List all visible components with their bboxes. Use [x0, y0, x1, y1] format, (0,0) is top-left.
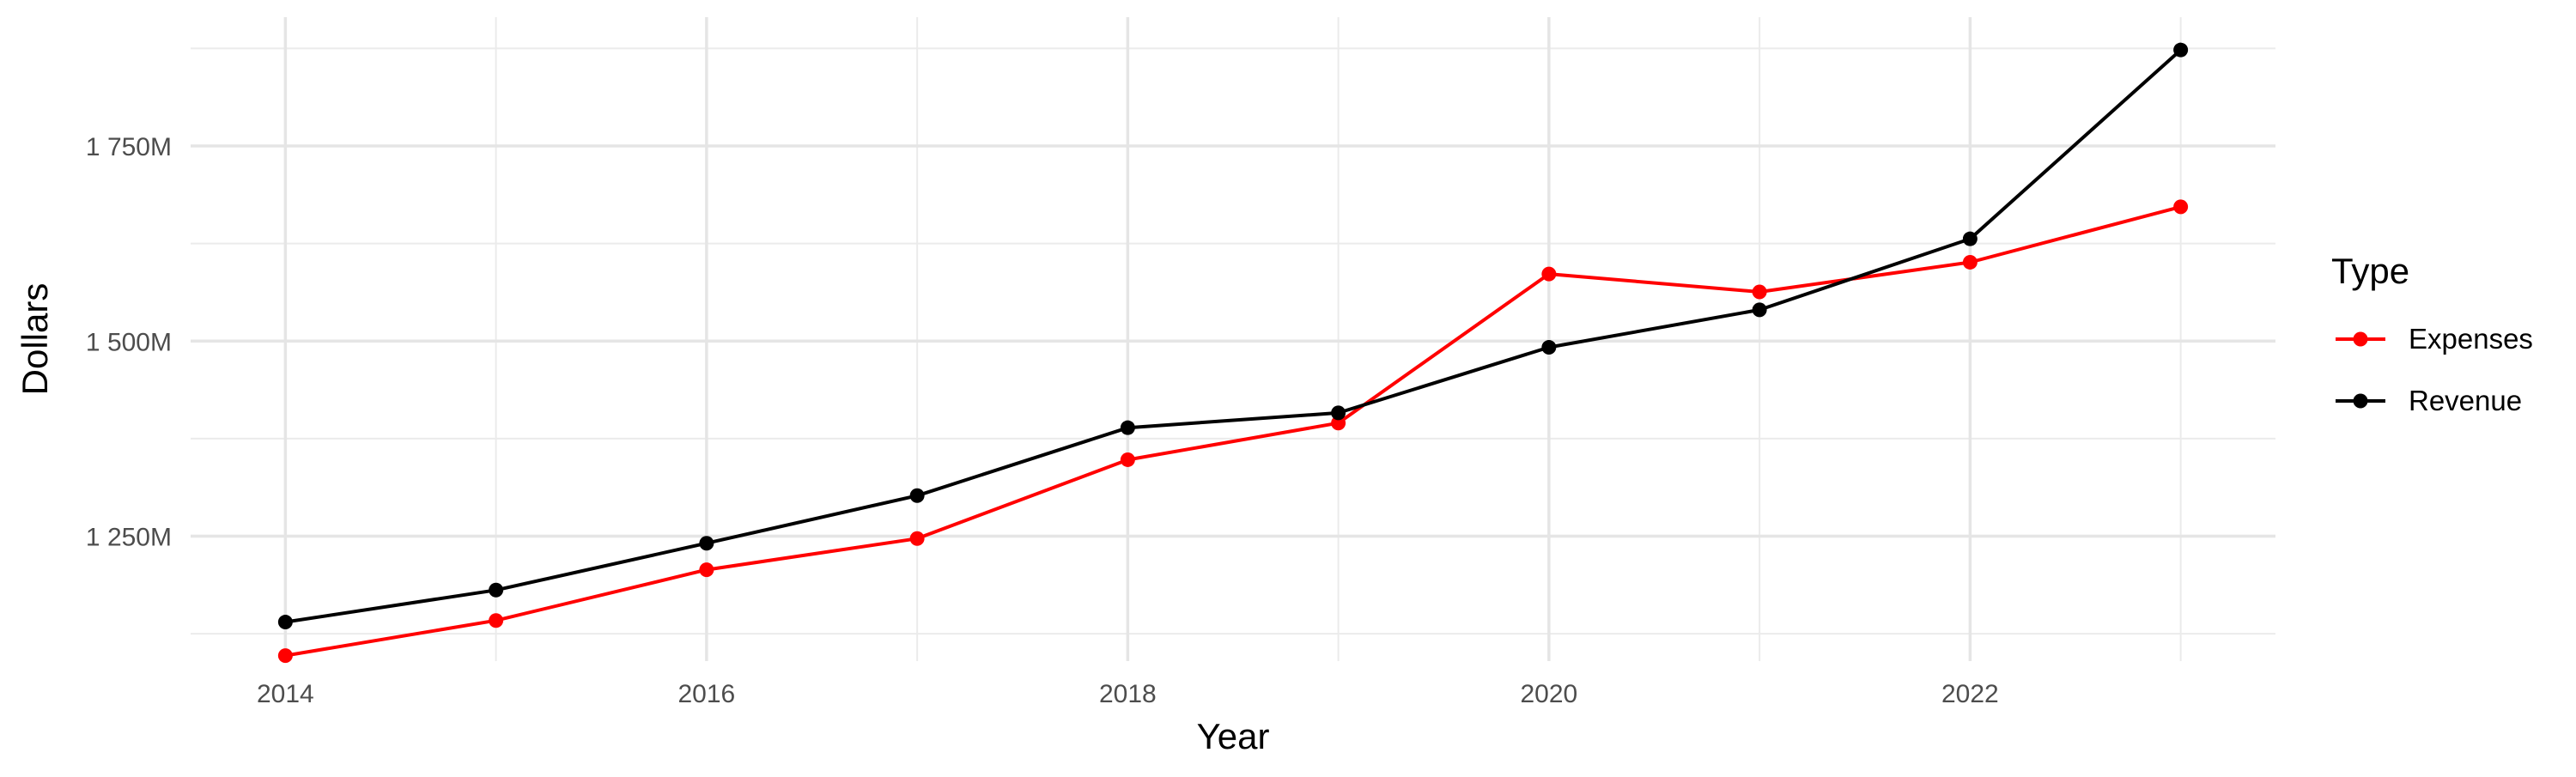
data-point-revenue — [699, 536, 714, 551]
data-point-expenses — [277, 648, 293, 664]
y-tick-label: 1 250M — [86, 524, 172, 552]
data-point-expenses — [1331, 416, 1346, 431]
x-tick-label: 2014 — [257, 680, 314, 708]
data-point-expenses — [699, 562, 714, 578]
x-axis-title: Year — [1197, 716, 1270, 756]
series-expenses — [277, 199, 2189, 664]
data-point-revenue — [1962, 231, 1978, 246]
y-axis-title: Dollars — [15, 283, 55, 396]
series-layer — [277, 42, 2189, 664]
data-point-expenses — [1120, 452, 1135, 467]
data-point-expenses — [909, 531, 925, 546]
data-point-revenue — [489, 582, 504, 598]
data-point-revenue — [1120, 420, 1135, 435]
legend-key-point — [2353, 331, 2368, 347]
data-point-expenses — [1752, 284, 1767, 300]
legend-label: Revenue — [2409, 385, 2522, 416]
x-tick-label: 2022 — [1941, 680, 1999, 708]
data-point-expenses — [489, 613, 504, 628]
series-line-expenses — [285, 204, 2182, 658]
y-tick-label: 1 500M — [86, 328, 172, 356]
y-tick-label: 1 750M — [86, 133, 172, 161]
grid-lines — [191, 17, 2275, 661]
legend-label: Expenses — [2409, 323, 2533, 355]
data-point-revenue — [277, 615, 293, 630]
data-point-revenue — [1331, 405, 1346, 421]
x-axis-ticks: 2014 2016 2018 2020 2022 — [257, 680, 1999, 708]
data-point-revenue — [1541, 340, 1557, 355]
x-tick-label: 2020 — [1521, 680, 1578, 708]
legend-key-point — [2353, 393, 2368, 409]
legend-item-expenses: Expenses — [2336, 323, 2533, 355]
x-tick-label: 2016 — [677, 680, 735, 708]
legend-item-revenue: Revenue — [2336, 385, 2522, 416]
data-point-expenses — [2173, 199, 2189, 215]
legend-items: Expenses Revenue — [2336, 323, 2533, 416]
data-point-revenue — [909, 488, 925, 503]
data-point-revenue — [2173, 42, 2189, 58]
data-point-revenue — [1752, 302, 1767, 318]
series-line-revenue — [285, 48, 2182, 624]
data-point-expenses — [1962, 254, 1978, 270]
series-revenue — [277, 42, 2189, 630]
legend: Type Expenses Revenue — [2331, 251, 2533, 416]
y-axis-ticks: 1 250M 1 500M 1 750M — [86, 133, 172, 552]
legend-title: Type — [2331, 251, 2409, 291]
data-point-expenses — [1541, 266, 1557, 282]
x-tick-label: 2018 — [1099, 680, 1157, 708]
